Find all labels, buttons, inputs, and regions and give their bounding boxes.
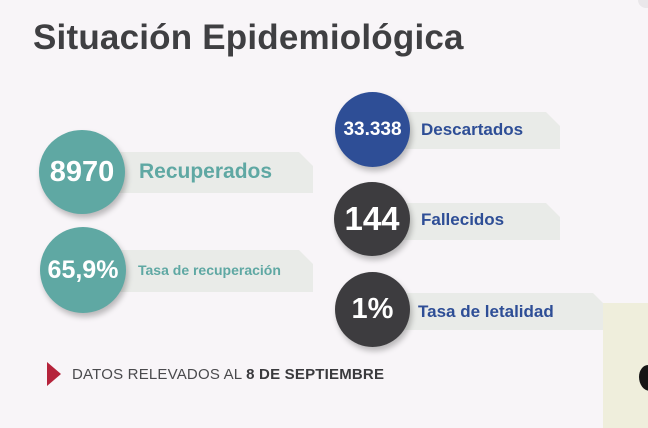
stat-label: Tasa de letalidad xyxy=(418,302,554,321)
video-figure xyxy=(639,365,648,391)
stat-circle: 144 xyxy=(334,182,410,256)
stat-circle: 33.338 xyxy=(335,92,410,167)
stat-bar xyxy=(100,250,313,292)
stat-bar xyxy=(395,112,560,149)
footer-date: 8 DE SEPTIEMBRE xyxy=(246,365,385,383)
stat-value: 1% xyxy=(351,293,394,325)
stat-bar xyxy=(395,293,607,330)
stat-value: 33.338 xyxy=(343,118,402,140)
triangle-marker-icon xyxy=(47,362,61,386)
stat-label: Recuperados xyxy=(139,160,273,183)
stat-value: 8970 xyxy=(49,155,115,188)
stat-circle: 65,9% xyxy=(40,227,126,313)
stat-bar xyxy=(395,203,560,240)
stat-circle: 8970 xyxy=(39,130,125,214)
video-inset-overlay xyxy=(603,303,648,428)
page-title: Situación Epidemiológica xyxy=(33,18,464,57)
footer-prefix: DATOS RELEVADOS AL xyxy=(72,365,247,383)
stat-circle: 1% xyxy=(335,272,410,347)
stat-bar xyxy=(100,152,313,193)
data-date-footer: DATOS RELEVADOS AL 8 DE SEPTIEMBRE xyxy=(47,362,384,386)
stat-value: 65,9% xyxy=(47,255,119,284)
stat-value: 144 xyxy=(344,200,400,237)
page-curl-decoration xyxy=(638,0,648,8)
stat-label: Fallecidos xyxy=(421,210,505,229)
footer-text: DATOS RELEVADOS AL 8 DE SEPTIEMBRE xyxy=(72,366,384,383)
stat-label: Tasa de recuperación xyxy=(138,262,281,278)
stat-label: Descartados xyxy=(421,120,524,139)
